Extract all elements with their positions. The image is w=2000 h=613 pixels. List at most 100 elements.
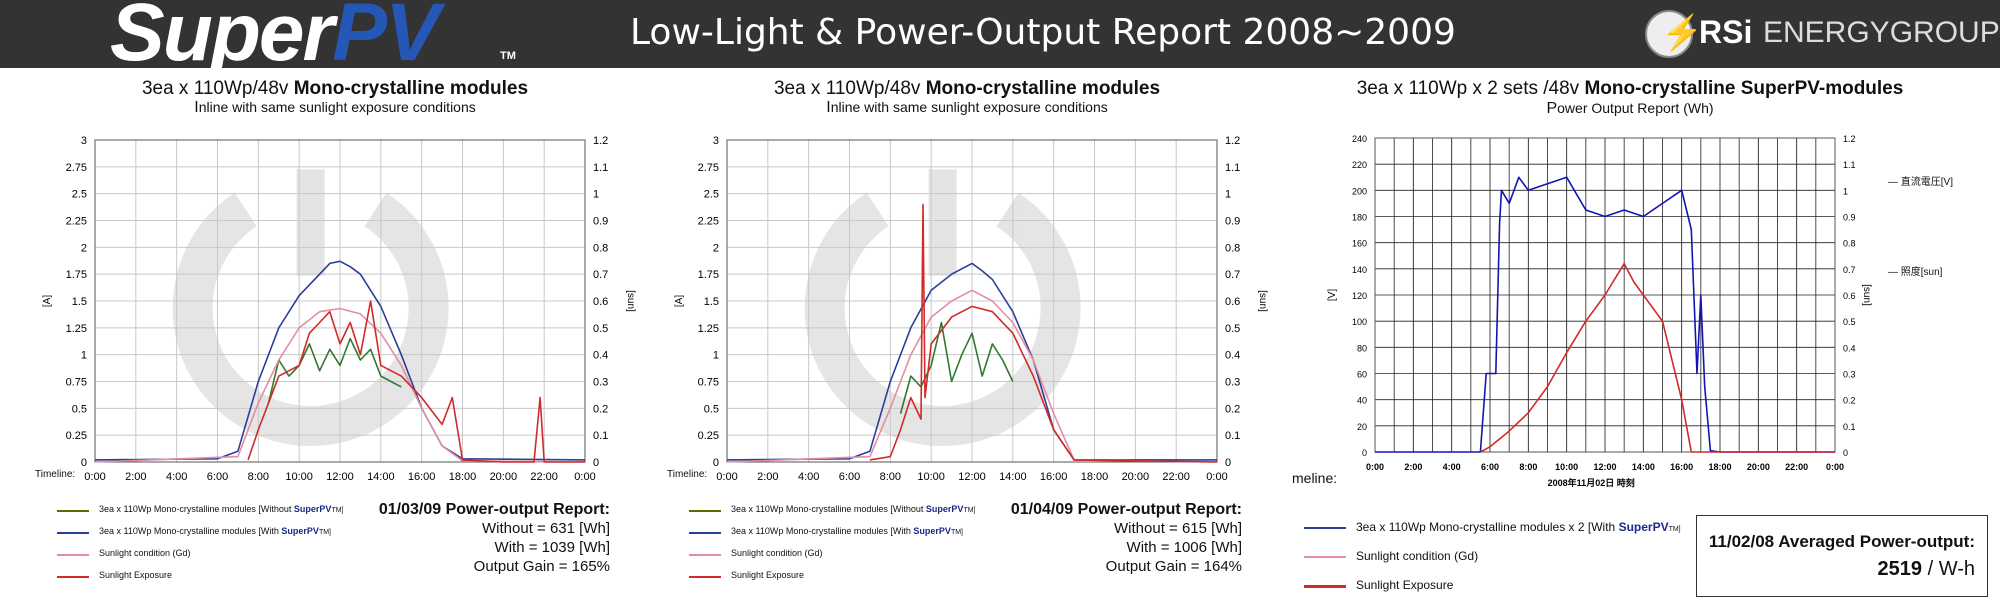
legend-label: 3ea x 110Wp Mono-crystalline modules [Wi…	[731, 526, 963, 536]
y2-tick-label: 0.6	[1843, 291, 1856, 301]
legend-swatch	[689, 576, 721, 578]
y2-tick-label: 0.3	[1225, 377, 1240, 389]
report-gain: Output Gain = 164%	[1105, 558, 1242, 575]
x-axis-label: 2008年11月02日 時刻	[1548, 477, 1635, 488]
y-tick-label: 0.5	[72, 403, 87, 415]
y-tick-label: 120	[1352, 291, 1367, 301]
power-icon	[1645, 10, 1693, 58]
legend-label: 3ea x 110Wp Mono-crystalline modules [Wi…	[99, 526, 331, 536]
report-heading: 01/04/09 Power-output Report:	[1010, 501, 1242, 518]
plot-frame	[94, 139, 586, 463]
watermark-power-icon	[804, 169, 1081, 446]
series-line-3	[869, 203, 1218, 463]
y2-tick-label: 0	[593, 457, 599, 469]
y2-tick-label: 0.6	[1225, 296, 1240, 308]
y-tick-label: 1.25	[698, 323, 719, 335]
y2-tick-label: 1	[1225, 189, 1231, 201]
bolt-icon: ⚡	[1661, 14, 1704, 52]
logo-trademark: TM	[500, 50, 516, 62]
y2-axis-label: [sun]	[1257, 290, 1268, 312]
report-without: Without = 615 [Wh]	[1114, 520, 1242, 537]
y2-tick-label: 0.9	[593, 216, 608, 228]
x-tick-label: 14:00	[999, 471, 1027, 483]
legend-label: Sunlight Exposure	[1356, 578, 1454, 592]
x-tick-label: 10:00	[285, 471, 313, 483]
panel-subtitle: Power Output Report (Wh)	[1546, 100, 1714, 117]
chart-panel-1: 3ea x 110Wp/48v Mono-crystalline modules…	[0, 68, 650, 613]
y2-tick-label: 0.7	[1225, 269, 1240, 281]
y-tick-label: 0	[81, 457, 87, 469]
timeline-label: meline:	[1292, 470, 1338, 486]
x-tick-label: 0:00	[1366, 462, 1384, 472]
x-tick-label: 2:00	[125, 471, 146, 483]
timeline-label: Timeline:	[35, 469, 76, 480]
y-tick-label: 3	[81, 135, 87, 147]
chart-svg: 0 0.25 0.5 0.75 1 1.25 1.5 1.75 2 2.25 2.5 2.75 3 0 0.…	[42, 135, 636, 483]
power-output-report: 01/03/09 Power-output Report: Without = …	[330, 500, 610, 576]
timeline-label: Timeline:	[667, 469, 708, 480]
chart-svg: 0 20 40 60 80 100 120 140 160 180 200 220 240 0 0.1 0.2…	[1327, 134, 1872, 488]
legend-swatch	[689, 554, 721, 556]
y2-tick-label: 1.1	[593, 162, 608, 174]
x-tick-label: 4:00	[798, 471, 819, 483]
legend-label: 3ea x 110Wp Mono-crystalline modules x 2…	[1356, 520, 1681, 534]
y2-tick-label: 0.1	[1225, 430, 1240, 442]
y-tick-label: 240	[1352, 134, 1367, 144]
plot-frame	[1374, 137, 1836, 453]
y2-tick-label: 0.5	[1843, 317, 1856, 327]
x-tick-label: 6:00	[1481, 462, 1499, 472]
y-tick-label: 0.5	[704, 403, 719, 415]
x-tick-label: 2:00	[1404, 462, 1422, 472]
y2-tick-label: 0.2	[1843, 396, 1856, 406]
avg-title: 11/02/08 Averaged Power-output:	[1708, 532, 1975, 551]
y-tick-label: 1.5	[72, 296, 87, 308]
power-output-report: 01/04/09 Power-output Report: Without = …	[962, 500, 1242, 576]
x-tick-label: 12:00	[958, 471, 986, 483]
y-tick-label: 1.75	[698, 269, 719, 281]
legend-swatch	[1304, 527, 1346, 529]
y-tick-label: 220	[1352, 160, 1367, 170]
x-tick-label: 10:00	[917, 471, 945, 483]
y-tick-label: 200	[1352, 186, 1367, 196]
legend-label: Sunlight Exposure	[731, 570, 805, 580]
y2-tick-label: 0.3	[1843, 370, 1856, 380]
series-line-3	[247, 300, 585, 463]
side-legend-voltage: — 直流電圧[V]	[1888, 177, 1954, 188]
x-tick-label: 18:00	[449, 471, 477, 483]
y-tick-label: 180	[1352, 213, 1367, 223]
panel-title: 3ea x 110Wp/48v Mono-crystalline modules	[141, 78, 529, 99]
x-tick-label: 0:00	[84, 471, 105, 483]
report-gain: Output Gain = 165%	[473, 558, 610, 575]
y-tick-label: 3	[713, 135, 719, 147]
legend-swatch	[1304, 556, 1346, 558]
y2-tick-label: 1.2	[1225, 135, 1240, 147]
y-tick-label: 2	[81, 242, 87, 254]
y-tick-label: 2.5	[704, 189, 719, 201]
y2-tick-label: 0.8	[1225, 242, 1240, 254]
series-line-1	[899, 321, 1014, 414]
x-tick-label: 0:00	[716, 471, 737, 483]
watermark-power-icon	[172, 169, 449, 446]
avg-value: 2519 / W-h	[1877, 558, 1975, 580]
y-tick-label: 160	[1352, 239, 1367, 249]
y2-tick-label: 0	[1843, 448, 1848, 458]
x-tick-label: 22:00	[530, 471, 558, 483]
y2-tick-label: 0.1	[593, 430, 608, 442]
x-tick-label: 20:00	[1747, 462, 1770, 472]
x-tick-label: 16:00	[1040, 471, 1068, 483]
y-tick-label: 2.5	[72, 189, 87, 201]
panel-subtitle: Inline with same sunlight exposure condi…	[194, 99, 476, 116]
x-tick-label: 10:00	[1555, 462, 1578, 472]
x-tick-label: 14:00	[367, 471, 395, 483]
x-tick-label: 6:00	[207, 471, 228, 483]
y-tick-label: 140	[1352, 265, 1367, 275]
logo-super-text: Super	[110, 0, 334, 78]
report-title: Low-Light & Power-Output Report 2008~200…	[630, 12, 1456, 53]
y2-tick-label: 0.4	[593, 350, 608, 362]
x-tick-label: 12:00	[326, 471, 354, 483]
y2-tick-label: 0.2	[1225, 403, 1240, 415]
plot-grid	[94, 139, 586, 463]
x-tick-label: 0:00	[1826, 462, 1844, 472]
plot-grid	[726, 139, 1218, 463]
legend-label: 3ea x 110Wp Mono-crystalline modules [Wi…	[99, 504, 344, 514]
